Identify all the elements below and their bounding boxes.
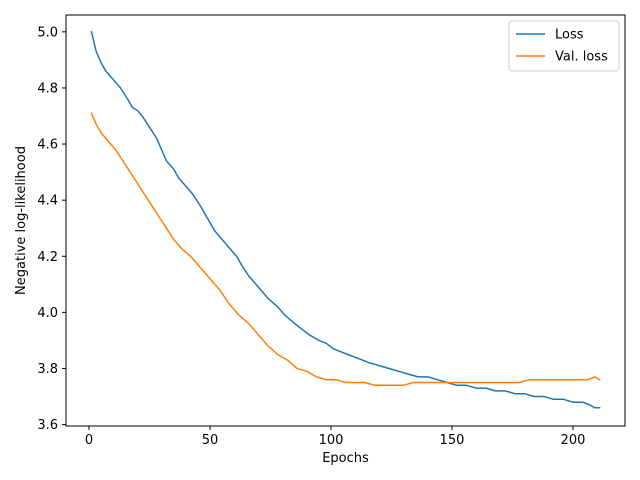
x-tick-label: 100 bbox=[319, 433, 344, 448]
y-tick-label: 4.0 bbox=[37, 306, 58, 321]
plot-lines bbox=[90, 30, 601, 409]
legend: Loss Val. loss bbox=[508, 20, 620, 72]
y-tick-label: 4.2 bbox=[37, 250, 58, 265]
x-tick-label: 200 bbox=[561, 433, 586, 448]
y-axis-label: Negative log-likelihood bbox=[14, 146, 29, 295]
x-axis-ticks: 0 50 100 150 200 bbox=[85, 426, 586, 448]
y-tick-label: 3.8 bbox=[37, 362, 58, 377]
y-tick-label: 5.0 bbox=[37, 25, 58, 40]
y-tick-label: 4.6 bbox=[37, 138, 58, 153]
y-axis-ticks: 3.6 3.8 4.0 4.2 4.4 4.6 4.8 5.0 bbox=[37, 25, 66, 433]
x-tick-label: 150 bbox=[440, 433, 465, 448]
legend-label-val-loss: Val. loss bbox=[555, 50, 608, 65]
series-line-0 bbox=[90, 30, 601, 409]
y-tick-label: 3.6 bbox=[37, 418, 58, 433]
x-tick-label: 0 bbox=[85, 433, 93, 448]
legend-label-loss: Loss bbox=[555, 28, 584, 43]
x-axis-label: Epochs bbox=[322, 451, 369, 466]
series-line-1 bbox=[90, 112, 601, 387]
y-tick-label: 4.4 bbox=[37, 194, 58, 209]
y-tick-label: 4.8 bbox=[37, 81, 58, 96]
x-tick-label: 50 bbox=[202, 433, 219, 448]
axes-frame bbox=[65, 14, 626, 427]
